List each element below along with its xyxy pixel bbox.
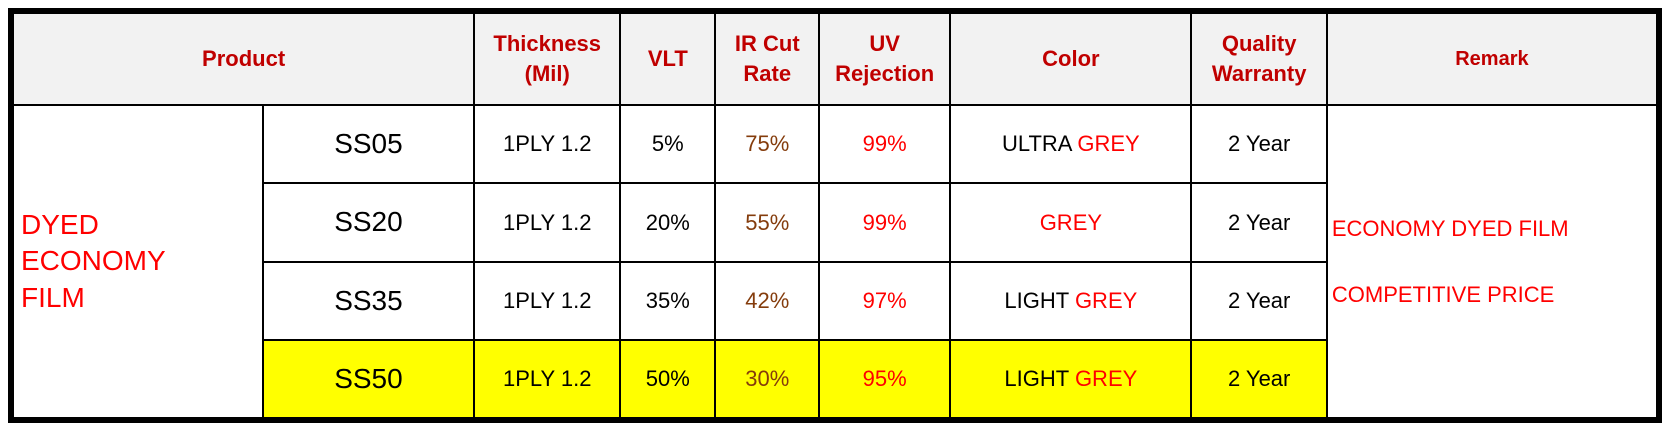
spec-table-frame: Product Thickness (Mil) VLT IR Cut Rate … — [8, 8, 1662, 423]
ir-cut-value: 55% — [714, 182, 821, 263]
product-spec-table: Product Thickness (Mil) VLT IR Cut Rate … — [11, 12, 1659, 420]
thickness-value: 1PLY 1.2 — [473, 260, 622, 341]
remark-line: COMPETITIVE PRICE — [1331, 281, 1555, 307]
header-ir-cut-line-2: Rate — [743, 61, 792, 86]
product-code: SS50 — [261, 338, 476, 420]
header-color: Color — [949, 12, 1193, 106]
color-value: LIGHT GREY — [949, 260, 1193, 341]
header-remark: Remark — [1325, 12, 1659, 106]
ir-cut-value: 30% — [714, 338, 821, 420]
table-row: DYED ECONOMY FILM SS05 1PLY 1.2 5% 75% 9… — [12, 103, 1659, 419]
vlt-value: 35% — [619, 260, 717, 341]
vlt-value: 5% — [619, 103, 717, 185]
header-warranty-line-1: Quality — [1221, 31, 1297, 57]
header-uv-line-2: Rejection — [835, 61, 935, 86]
warranty-value: 2 Year — [1190, 103, 1328, 185]
thickness-value: 1PLY 1.2 — [473, 338, 622, 420]
warranty-value: 2 Year — [1190, 182, 1328, 263]
remark-cell: ECONOMY DYED FILM COMPETITIVE PRICE — [1325, 104, 1659, 419]
header-uv: UV Rejection — [818, 12, 952, 106]
color-value: ULTRA GREY — [949, 103, 1193, 185]
product-code: SS05 — [261, 103, 476, 185]
color-value: LIGHT GREY — [949, 338, 1193, 420]
group-label-line: DYED — [21, 208, 99, 240]
uv-rejection-value: 95% — [818, 338, 952, 420]
header-thickness: Thickness (Mil) — [473, 12, 622, 106]
uv-rejection-value: 99% — [818, 182, 952, 263]
product-code: SS20 — [261, 182, 476, 263]
color-prefix: LIGHT — [1004, 287, 1075, 313]
table-row-highlighted: SS50 1PLY 1.2 50% 30% 95% LIGHT GREY 2 Y… — [13, 338, 1657, 420]
header-uv-line-1: UV — [869, 31, 900, 57]
product-code: SS35 — [261, 260, 476, 341]
color-prefix: LIGHT — [1004, 366, 1075, 392]
remark-line: ECONOMY DYED FILM — [1331, 215, 1569, 241]
header-vlt: VLT — [619, 12, 717, 106]
header-warranty: Quality Warranty — [1190, 12, 1328, 106]
header-row: Product Thickness (Mil) VLT IR Cut Rate … — [11, 12, 1659, 106]
table-row: SS20 1PLY 1.2 20% 55% 99% GREY 2 Year — [13, 182, 1657, 263]
warranty-value: 2 Year — [1190, 338, 1328, 420]
thickness-value: 1PLY 1.2 — [473, 182, 622, 263]
uv-rejection-value: 97% — [818, 260, 952, 341]
ir-cut-value: 42% — [714, 260, 821, 341]
group-label-line: ECONOMY — [21, 245, 166, 277]
table-row: SS35 1PLY 1.2 35% 42% 97% LIGHT GREY 2 Y… — [13, 260, 1657, 341]
header-ir-cut-line-1: IR Cut — [734, 31, 800, 57]
vlt-value: 20% — [619, 182, 717, 263]
group-label-line: FILM — [21, 281, 85, 313]
color-value: GREY — [949, 182, 1193, 263]
product-group-label: DYED ECONOMY FILM — [12, 104, 264, 419]
header-warranty-line-2: Warranty — [1211, 61, 1307, 86]
warranty-value: 2 Year — [1190, 260, 1328, 341]
vlt-value: 50% — [619, 338, 717, 420]
color-main: GREY — [1077, 131, 1140, 157]
color-main: GREY — [1039, 209, 1103, 235]
ir-cut-value: 75% — [714, 103, 821, 185]
header-thickness-line-2: (Mil) — [524, 61, 570, 86]
header-product: Product — [11, 12, 476, 106]
color-main: GREY — [1074, 366, 1138, 392]
uv-rejection-value: 99% — [818, 103, 952, 185]
color-prefix: ULTRA — [1001, 131, 1078, 157]
header-thickness-line-1: Thickness — [493, 31, 602, 57]
header-ir-cut: IR Cut Rate — [714, 12, 821, 106]
thickness-value: 1PLY 1.2 — [473, 103, 622, 185]
color-main: GREY — [1074, 287, 1138, 313]
